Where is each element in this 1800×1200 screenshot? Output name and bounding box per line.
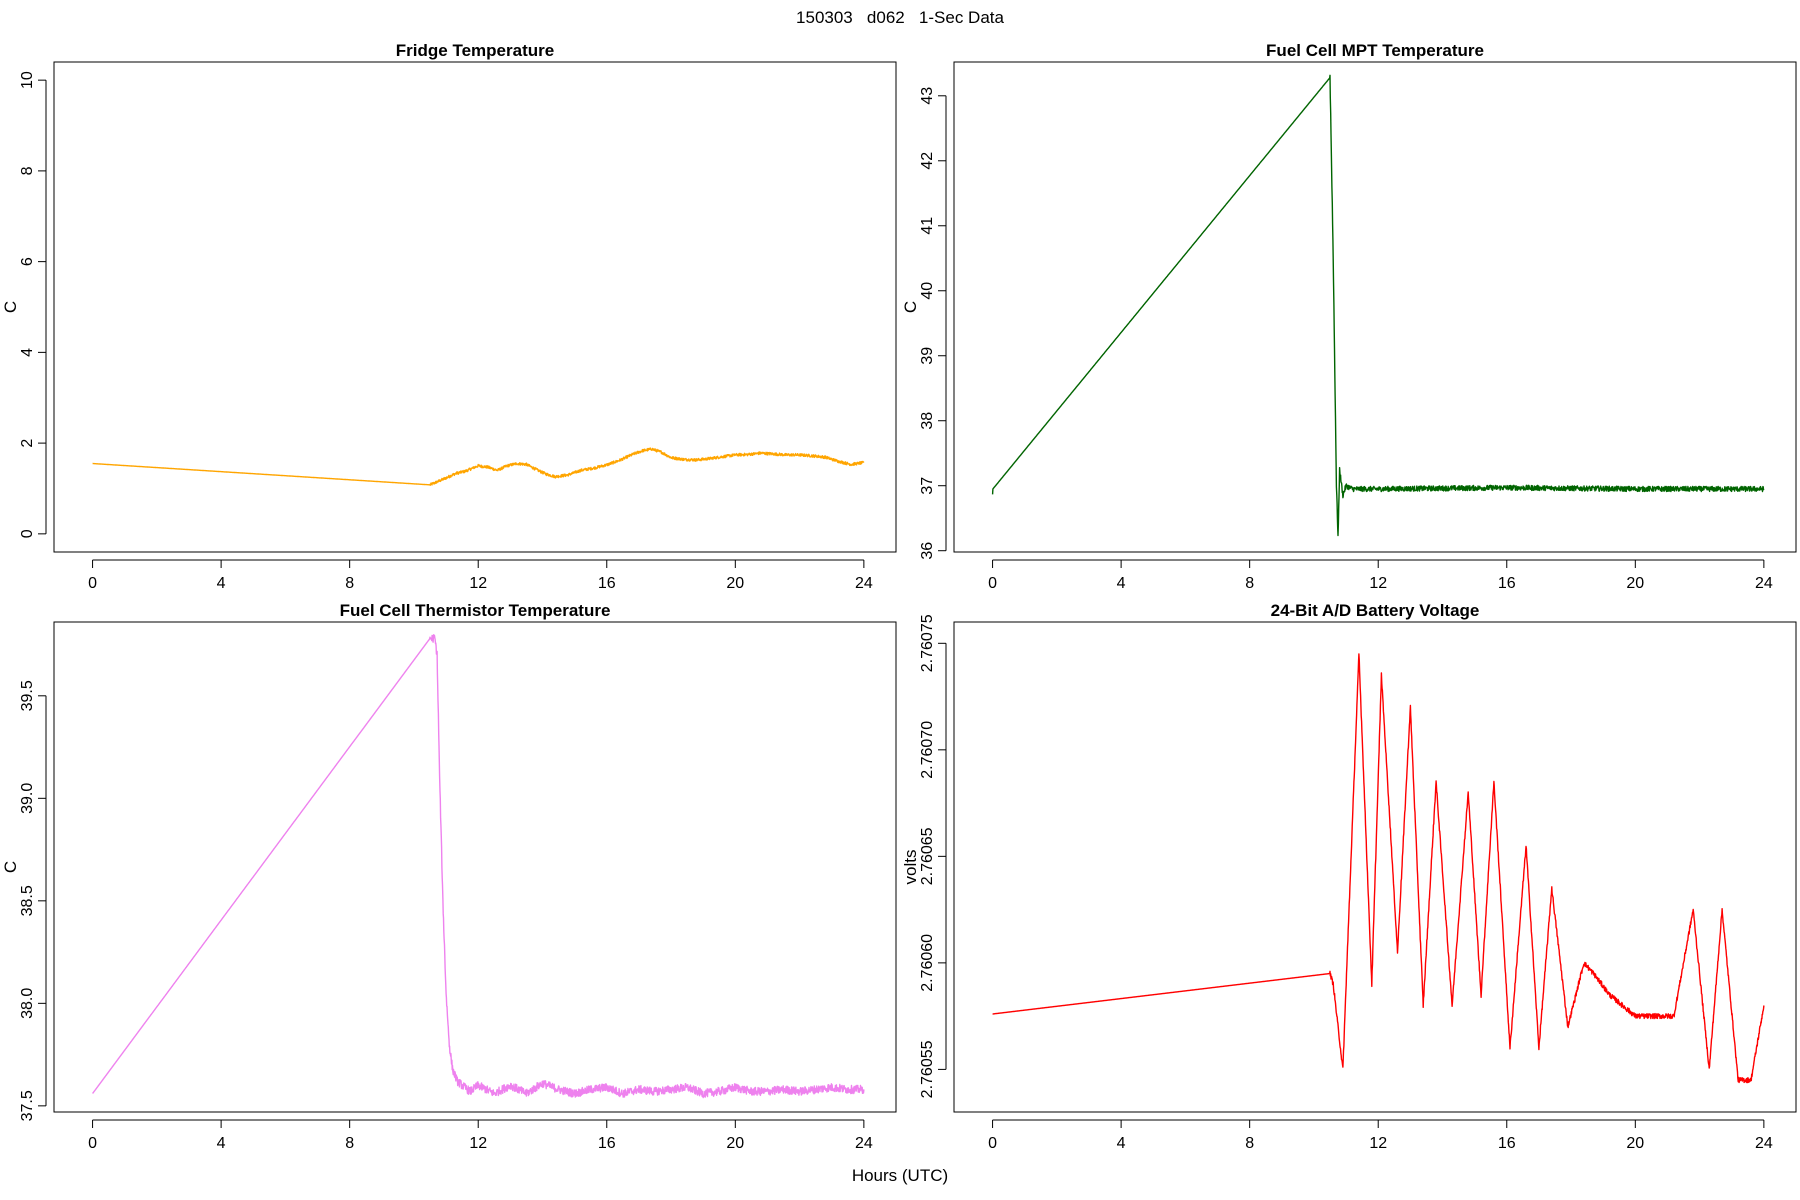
data-line bbox=[92, 634, 865, 1099]
y-tick-label: 2.76070 bbox=[919, 721, 936, 779]
panel-fuel-cell-mpt-temperature: Fuel Cell MPT Temperature C 0 4 8 12 16 20 24 36 3… bbox=[901, 41, 1797, 590]
x-tick-label: 8 bbox=[1245, 1135, 1254, 1150]
y-tick-label: 39 bbox=[919, 347, 936, 365]
y-axis-label: C bbox=[901, 301, 920, 313]
x-tick-label: 12 bbox=[469, 1135, 487, 1150]
x-tick-label: 8 bbox=[345, 1135, 354, 1150]
x-tick-label: 20 bbox=[726, 1135, 744, 1150]
x-tick-label: 8 bbox=[345, 575, 354, 590]
x-tick-label: 0 bbox=[988, 1135, 997, 1150]
y-tick-label: 38.5 bbox=[19, 885, 36, 916]
y-tick-label: 39.5 bbox=[19, 680, 36, 711]
y-tick-label: 37 bbox=[919, 477, 936, 495]
x-tick-label: 0 bbox=[88, 575, 97, 590]
y-tick-label: 6 bbox=[19, 257, 36, 266]
y-tick-label: 2.76075 bbox=[919, 614, 936, 672]
x-tick-label: 16 bbox=[598, 575, 616, 590]
data-line bbox=[991, 74, 1765, 537]
y-axis-label: C bbox=[1, 861, 20, 873]
x-tick-label: 24 bbox=[855, 575, 873, 590]
data-line bbox=[92, 447, 865, 486]
y-tick-label: 42 bbox=[919, 152, 936, 170]
x-tick-label: 4 bbox=[1117, 575, 1126, 590]
panel-title: Fuel Cell MPT Temperature bbox=[1266, 41, 1484, 60]
y-tick-label: 38.0 bbox=[19, 988, 36, 1019]
x-tick-label: 16 bbox=[598, 1135, 616, 1150]
y-tick-label: 38 bbox=[919, 412, 936, 430]
panel-battery-voltage: 24-Bit A/D Battery Voltage volts 0 4 8 12 16 20… bbox=[901, 601, 1797, 1150]
x-tick-label: 16 bbox=[1498, 1135, 1516, 1150]
x-tick-label: 24 bbox=[1755, 575, 1773, 590]
x-tick-label: 24 bbox=[855, 1135, 873, 1150]
x-tick-label: 20 bbox=[1626, 575, 1644, 590]
plot-frame bbox=[953, 621, 1797, 1113]
data-line bbox=[992, 653, 1765, 1084]
x-tick-label: 16 bbox=[1498, 575, 1516, 590]
panel-title: Fuel Cell Thermistor Temperature bbox=[340, 601, 611, 620]
y-tick-label: 8 bbox=[19, 166, 36, 175]
x-tick-label: 0 bbox=[988, 575, 997, 590]
y-tick-label: 43 bbox=[919, 87, 936, 105]
x-tick-label: 12 bbox=[1369, 1135, 1387, 1150]
x-tick-label: 20 bbox=[1626, 1135, 1644, 1150]
y-tick-label: 37.5 bbox=[19, 1090, 36, 1121]
y-axis-label: C bbox=[1, 301, 20, 313]
y-tick-label: 4 bbox=[19, 348, 36, 357]
x-tick-label: 12 bbox=[469, 575, 487, 590]
y-tick-label: 39.0 bbox=[19, 783, 36, 814]
y-tick-label: 41 bbox=[919, 217, 936, 235]
x-tick-label: 0 bbox=[88, 1135, 97, 1150]
figure-title: 150303 d062 1-Sec Data bbox=[796, 8, 1004, 27]
y-tick-label: 10 bbox=[19, 71, 36, 89]
x-tick-label: 8 bbox=[1245, 575, 1254, 590]
y-axis-label: volts bbox=[901, 850, 920, 885]
x-tick-label: 4 bbox=[217, 1135, 226, 1150]
y-tick-label: 2 bbox=[19, 439, 36, 448]
y-tick-label: 0 bbox=[19, 529, 36, 538]
y-tick-label: 2.76060 bbox=[919, 934, 936, 992]
x-tick-label: 12 bbox=[1369, 575, 1387, 590]
x-axis-label: Hours (UTC) bbox=[851, 1166, 949, 1185]
y-tick-label: 40 bbox=[919, 282, 936, 300]
y-tick-label: 36 bbox=[919, 542, 936, 560]
x-tick-label: 20 bbox=[726, 575, 744, 590]
y-tick-label: 2.76065 bbox=[919, 827, 936, 885]
plot-frame bbox=[953, 61, 1797, 553]
plot-frame bbox=[53, 61, 897, 553]
y-tick-label: 2.76055 bbox=[919, 1040, 936, 1098]
x-tick-label: 4 bbox=[217, 575, 226, 590]
x-tick-label: 24 bbox=[1755, 1135, 1773, 1150]
panel-title: Fridge Temperature bbox=[396, 41, 554, 60]
plot-frame bbox=[53, 621, 897, 1113]
x-tick-label: 4 bbox=[1117, 1135, 1126, 1150]
panel-fuel-cell-thermistor-temperature: Fuel Cell Thermistor Temperature C 0 4 8 12 16… bbox=[1, 601, 897, 1150]
panel-title: 24-Bit A/D Battery Voltage bbox=[1271, 601, 1480, 620]
